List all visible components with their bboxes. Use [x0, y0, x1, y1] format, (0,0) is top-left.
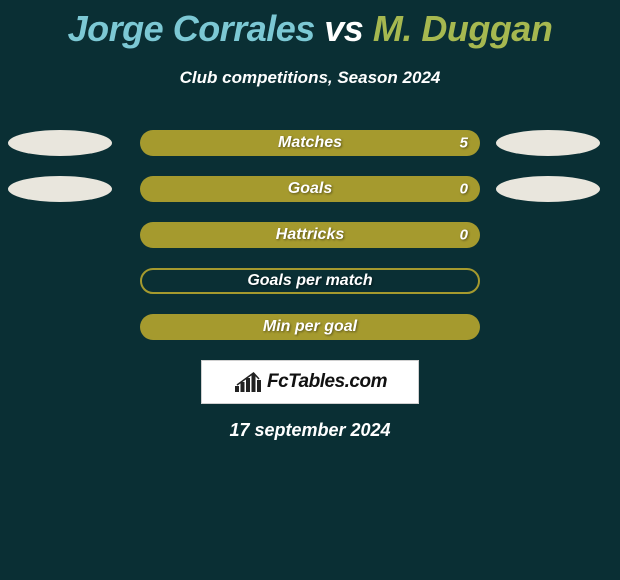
stat-bar: Min per goal: [140, 314, 480, 340]
stat-row: Goals 0: [0, 176, 620, 202]
stat-value: 0: [460, 181, 468, 198]
stat-label: Min per goal: [263, 318, 357, 336]
right-ellipse: [496, 176, 600, 202]
stat-value: 0: [460, 227, 468, 244]
stat-label: Matches: [278, 134, 342, 152]
date-text: 17 september 2024: [0, 420, 620, 441]
logo-box: FcTables.com: [201, 360, 419, 404]
logo-inner: FcTables.com: [233, 371, 387, 393]
stat-row: Hattricks 0: [0, 222, 620, 248]
stat-row: Min per goal: [0, 314, 620, 340]
player1-name: Jorge Corrales: [68, 8, 315, 49]
stats-rows: Matches 5 Goals 0 Hattricks 0 Goals per match M…: [0, 130, 620, 340]
stat-label: Goals: [288, 180, 332, 198]
left-ellipse: [8, 176, 112, 202]
stat-row: Goals per match: [0, 268, 620, 294]
stat-bar: Goals 0: [140, 176, 480, 202]
stat-bar: Goals per match: [140, 268, 480, 294]
subtitle: Club competitions, Season 2024: [0, 68, 620, 88]
stat-bar: Hattricks 0: [140, 222, 480, 248]
left-ellipse: [8, 130, 112, 156]
comparison-title: Jorge Corrales vs M. Duggan: [0, 0, 620, 50]
vs-text: vs: [324, 8, 363, 49]
barchart-icon: [233, 371, 263, 393]
stat-row: Matches 5: [0, 130, 620, 156]
stat-label: Goals per match: [247, 272, 372, 290]
right-ellipse: [496, 130, 600, 156]
stat-bar: Matches 5: [140, 130, 480, 156]
logo-text: FcTables.com: [267, 371, 387, 393]
player2-name: M. Duggan: [373, 8, 552, 49]
stat-value: 5: [460, 135, 468, 152]
stat-label: Hattricks: [276, 226, 344, 244]
